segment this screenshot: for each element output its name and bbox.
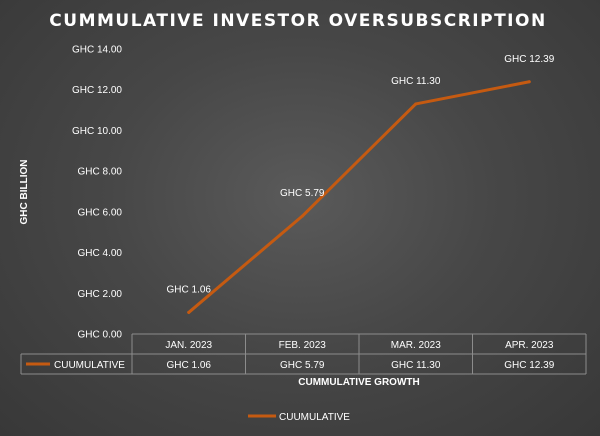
legend-label: CUUMULATIVE: [279, 412, 350, 423]
y-tick-label: GHC 10.00: [72, 126, 122, 137]
data-label: GHC 5.79: [280, 188, 325, 199]
table-series-name: CUUMULATIVE: [54, 360, 125, 371]
data-label: GHC 12.39: [504, 54, 554, 65]
x-tick-label: MAR. 2023: [391, 340, 441, 351]
y-axis-title: GHC BILLION: [19, 160, 30, 225]
x-tick-label: FEB. 2023: [279, 340, 327, 351]
data-label: GHC 11.30: [391, 76, 441, 87]
x-tick-label: JAN. 2023: [165, 340, 212, 351]
data-point: [527, 80, 531, 84]
y-tick-label: GHC 12.00: [72, 85, 122, 96]
data-label: GHC 1.06: [167, 284, 212, 295]
series-line-cuumulative: [187, 80, 531, 314]
data-point: [187, 310, 191, 314]
table-value-cell: GHC 5.79: [280, 360, 325, 371]
data-point: [300, 214, 304, 218]
y-tick-label: GHC 6.00: [78, 207, 123, 218]
y-tick-label: GHC 8.00: [78, 167, 123, 178]
y-tick-label: GHC 2.00: [78, 289, 123, 300]
table-value-cell: GHC 1.06: [167, 360, 212, 371]
data-point: [414, 102, 418, 106]
table-value-cell: GHC 12.39: [504, 360, 554, 371]
x-tick-label: APR. 2023: [505, 340, 554, 351]
y-tick-label: GHC 4.00: [78, 248, 123, 259]
plot-area: GHC 0.00 GHC 2.00 GHC 4.00 GHC 6.00 GHC 8.00…: [20, 45, 587, 423]
y-tick-label: GHC 14.00: [72, 45, 122, 56]
x-axis-title: CUMMULATIVE GROWTH: [298, 377, 419, 388]
y-tick-label: GHC 0.00: [78, 330, 123, 341]
table-value-cell: GHC 11.30: [391, 360, 441, 371]
chart-title: CUMMULATIVE INVESTOR OVERSUBSCRIPTION: [49, 11, 546, 31]
